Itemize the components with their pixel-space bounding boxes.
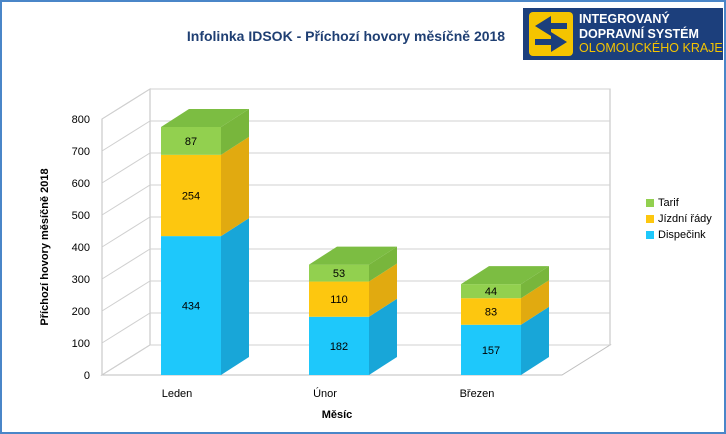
bars: 434 254 87 182 110 53 157 83 44: [161, 109, 549, 375]
legend-item: Tarif: [646, 195, 712, 211]
bar-segment-front: [161, 127, 221, 155]
bar-segment-front: [461, 298, 521, 325]
gridline: [101, 88, 610, 120]
bar-segment-front: [461, 324, 521, 375]
legend-label: Tarif: [658, 197, 679, 209]
ids-logo-icon: [529, 12, 573, 56]
bar-segment-front: [461, 284, 521, 299]
y-tick-label: 100: [72, 338, 90, 350]
y-tick-label: 300: [72, 274, 90, 286]
legend-label: Dispečink: [658, 229, 706, 241]
bar-segment-front: [309, 281, 369, 317]
legend-label: Jízdní řády: [658, 213, 712, 225]
bar-segment-side: [221, 109, 249, 155]
y-tick-label: 700: [72, 146, 90, 158]
bar-segment-side: [221, 218, 249, 375]
bar-segment-front: [309, 316, 369, 375]
x-axis-label: Měsíc: [322, 409, 353, 421]
y-tick-label: 200: [72, 306, 90, 318]
bar-top: [461, 266, 549, 285]
x-tick-label: Leden: [162, 388, 193, 400]
gridline: [101, 344, 610, 376]
data-label: 44: [485, 286, 497, 298]
gridline: [101, 184, 610, 216]
logo-line-1: INTEGROVANÝ: [579, 12, 670, 26]
data-label: 110: [330, 294, 348, 306]
bar-segment-side: [521, 280, 549, 325]
bar-segment-side: [521, 306, 549, 375]
data-label: 182: [330, 341, 348, 353]
bar-segment-side: [369, 246, 397, 282]
gridline: [101, 312, 610, 344]
logo-line-3: OLOMOUCKÉHO KRAJE: [579, 41, 723, 55]
data-label: 87: [185, 136, 197, 148]
y-axis-ticks: 0 100 200 300 400 500 600 700 800: [72, 114, 90, 382]
data-label: 157: [482, 345, 500, 357]
legend-swatch: [646, 231, 654, 239]
chart-title: Infolinka IDSOK - Příchozí hovory měsíčn…: [186, 28, 506, 44]
y-tick-label: 0: [84, 370, 90, 382]
y-tick-label: 800: [72, 114, 90, 126]
bar-segment-side: [521, 266, 549, 299]
x-tick-label: Únor: [313, 387, 337, 400]
y-tick-label: 500: [72, 210, 90, 222]
x-axis-ticks: Leden Únor Březen: [162, 387, 495, 400]
gridline: [101, 152, 610, 184]
ids-logo-text: INTEGROVANÝ DOPRAVNÍ SYSTÉM OLOMOUCKÉHO …: [579, 12, 723, 56]
data-label: 254: [182, 190, 200, 202]
gridline: [101, 120, 610, 152]
x-tick-label: Březen: [460, 388, 495, 400]
legend-item: Jízdní řády: [646, 211, 712, 227]
y-tick-label: 400: [72, 242, 90, 254]
bar-segment-front: [161, 154, 221, 237]
data-label: 83: [485, 306, 497, 318]
y-axis-label: Příchozí hovory měsíčně 2018: [39, 168, 51, 325]
legend-swatch: [646, 199, 654, 207]
legend-swatch: [646, 215, 654, 223]
bar-top: [161, 109, 249, 127]
bar-segment-front: [161, 236, 221, 375]
bar-segment-side: [221, 136, 249, 237]
y-tick-label: 600: [72, 178, 90, 190]
data-label: 53: [333, 268, 345, 280]
legend: Tarif Jízdní řády Dispečink: [646, 195, 712, 243]
gridline: [101, 280, 610, 312]
bar-segment-front: [309, 264, 369, 282]
gridline: [101, 248, 610, 280]
logo-line-2: DOPRAVNÍ SYSTÉM: [579, 26, 699, 41]
gridline: [101, 216, 610, 248]
bar-top: [309, 246, 397, 265]
gridlines: [101, 88, 610, 376]
legend-item: Dispečink: [646, 227, 712, 243]
data-label: 434: [182, 301, 200, 313]
bar-segment-side: [369, 298, 397, 375]
bar-segment-side: [369, 263, 397, 317]
ids-logo: INTEGROVANÝ DOPRAVNÍ SYSTÉM OLOMOUCKÉHO …: [523, 8, 723, 60]
